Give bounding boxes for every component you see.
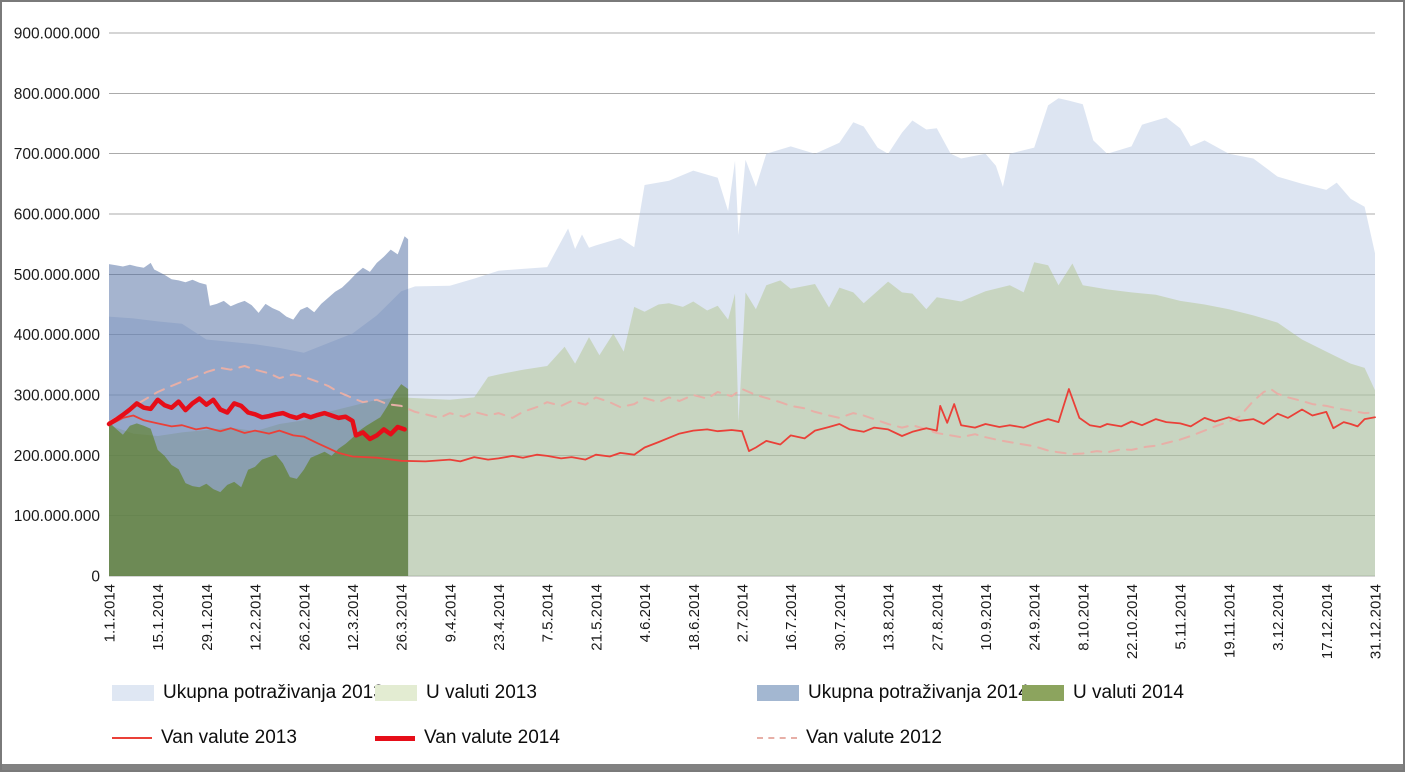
legend-item-uvaluti-2014: U valuti 2014 (1022, 680, 1184, 706)
legend-label: Van valute 2013 (161, 727, 297, 748)
legend-label: Van valute 2012 (806, 727, 942, 748)
x-tick-label: 13.8.2014 (881, 584, 898, 651)
thin-line-swatch-icon (112, 737, 152, 739)
x-tick-label: 7.5.2014 (540, 584, 557, 642)
area-swatch-icon (375, 685, 417, 701)
x-tick-label: 12.2.2014 (248, 584, 265, 651)
x-tick-label: 30.7.2014 (832, 584, 849, 651)
x-tick-label: 8.10.2014 (1075, 584, 1092, 651)
legend-label: U valuti 2014 (1073, 682, 1184, 703)
legend-item-uvaluti-2013: U valuti 2013 (375, 680, 537, 706)
x-tick-label: 18.6.2014 (686, 584, 703, 651)
dashed-line-swatch-icon (757, 737, 797, 739)
legend-label: U valuti 2013 (426, 682, 537, 703)
area-U valuti 2014 (109, 384, 409, 576)
area-swatch-icon (757, 685, 799, 701)
y-tick-label: 400.000.000 (14, 327, 101, 344)
x-tick-label: 21.5.2014 (588, 584, 605, 651)
y-tick-label: 300.000.000 (14, 388, 101, 405)
series (106, 98, 1376, 577)
legend-item-vanvalute-2014: Van valute 2014 (375, 725, 560, 751)
x-tick-label: 26.2.2014 (296, 584, 313, 651)
legend-item-vanvalute-2012: Van valute 2012 (757, 725, 942, 751)
x-tick-label: 4.6.2014 (637, 584, 654, 642)
legend-label: Ukupna potraživanja 2014 (808, 682, 1029, 703)
y-tick-label: 500.000.000 (14, 267, 101, 284)
y-tick-label: 200.000.000 (14, 448, 101, 465)
x-tick-label: 5.11.2014 (1173, 584, 1190, 650)
legend-item-vanvalute-2013: Van valute 2013 (112, 725, 297, 751)
x-tick-label: 23.4.2014 (491, 584, 508, 651)
x-tick-label: 24.9.2014 (1027, 584, 1044, 651)
line-Van valute 2014 (106, 396, 407, 442)
legend-item-ukupna-2013: Ukupna potraživanja 2013 (112, 680, 384, 706)
x-tick-label: 17.12.2014 (1319, 584, 1336, 659)
x-axis-labels: 1.1.2014 15.1.2014 29.1.2014 12.2.2014 26.2.… (102, 584, 1385, 659)
line-Van valute 2012 (108, 365, 1376, 456)
y-tick-label: 600.000.000 (14, 207, 101, 224)
x-tick-label: 10.9.2014 (978, 584, 995, 651)
y-tick-label: 700.000.000 (14, 146, 101, 163)
x-tick-label: 19.11.2014 (1221, 584, 1238, 658)
y-tick-label: 100.000.000 (14, 508, 101, 525)
legend-item-ukupna-2014: Ukupna potraživanja 2014 (757, 680, 1029, 706)
y-tick-label: 800.000.000 (14, 86, 101, 103)
x-tick-label: 27.8.2014 (929, 584, 946, 651)
x-tick-label: 3.12.2014 (1270, 584, 1287, 651)
x-tick-label: 1.1.2014 (102, 584, 119, 642)
legend-label: Ukupna potraživanja 2013 (163, 682, 384, 703)
x-tick-label: 9.4.2014 (442, 584, 459, 642)
window-bottom-bar (2, 764, 1403, 770)
area-swatch-icon (1022, 685, 1064, 701)
x-tick-label: 22.10.2014 (1124, 584, 1141, 659)
y-tick-label: 900.000.000 (14, 26, 101, 43)
area-Ukupna potraživanja 2013 (109, 98, 1375, 576)
x-tick-label: 2.7.2014 (735, 584, 752, 642)
area-swatch-icon (112, 685, 154, 701)
line-Van valute 2013 (108, 388, 1376, 463)
area-U valuti 2013 (109, 262, 1375, 576)
x-tick-label: 31.12.2014 (1368, 584, 1385, 659)
x-tick-label: 15.1.2014 (150, 584, 167, 651)
thick-line-swatch-icon (375, 735, 415, 741)
x-tick-label: 26.3.2014 (394, 584, 411, 651)
x-tick-label: 12.3.2014 (345, 584, 362, 651)
y-axis-labels: 0 100.000.000 200.000.000 300.000.000 400.00… (14, 26, 101, 586)
x-tick-label: 16.7.2014 (783, 584, 800, 651)
y-tick-label: 0 (91, 569, 100, 586)
x-tick-label: 29.1.2014 (199, 584, 216, 651)
legend-label: Van valute 2014 (424, 727, 560, 748)
